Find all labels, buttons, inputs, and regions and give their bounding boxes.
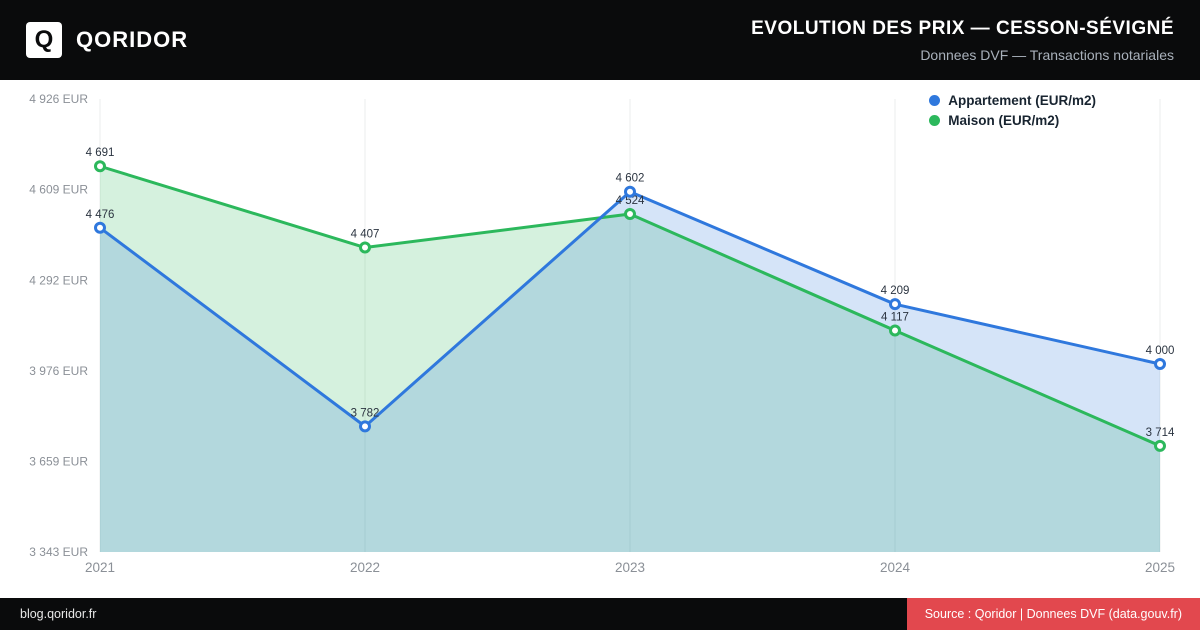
- appartement-point-label: 4 476: [86, 209, 115, 221]
- appartement-marker: [359, 420, 371, 433]
- y-axis-label: 4 292 EUR: [29, 273, 88, 287]
- y-axis-label: 4 926 EUR: [29, 92, 88, 106]
- appartement-marker: [1154, 357, 1166, 370]
- x-axis-label: 2023: [615, 560, 645, 575]
- maison-legend-dot-icon: [929, 115, 941, 126]
- maison-point-label: 4 407: [351, 229, 380, 241]
- x-axis-label: 2022: [350, 560, 380, 575]
- appartement-legend-dot-icon: [929, 95, 941, 106]
- appartement-marker: [624, 185, 636, 198]
- maison-marker: [624, 208, 636, 221]
- maison-point-label: 4 691: [86, 147, 115, 159]
- legend-label-appartement: Appartement (EUR/m2): [948, 93, 1096, 108]
- footer: blog.qoridor.fr Source : Qoridor | Donne…: [0, 598, 1200, 630]
- x-axis-label: 2024: [880, 560, 911, 575]
- maison-marker: [359, 241, 371, 254]
- appartement-area: [100, 191, 1160, 552]
- appartement-marker: [94, 221, 106, 234]
- maison-marker: [1154, 439, 1166, 452]
- legend-item-maison: Maison (EUR/m2): [929, 113, 1096, 128]
- page-subtitle: Donnees DVF — Transactions notariales: [920, 46, 1174, 63]
- brand-name: QORIDOR: [76, 27, 189, 52]
- maison-point-label: 4 117: [881, 312, 909, 324]
- page-title: EVOLUTION DES PRIX — CESSON-SÉVIGNÉ: [751, 17, 1174, 39]
- qoridor-logo-icon: Q: [26, 22, 62, 58]
- maison-point-label: 4 524: [616, 195, 645, 207]
- maison-marker: [889, 324, 901, 337]
- source-badge: Source : Qoridor | Donnees DVF (data.gou…: [906, 598, 1200, 630]
- appartement-point-label: 4 000: [1146, 345, 1175, 357]
- appartement-point-label: 4 602: [616, 173, 645, 185]
- appartement-point-label: 4 209: [881, 285, 910, 297]
- maison-point-label: 3 714: [1146, 427, 1175, 439]
- appartement-point-label: 3 782: [351, 407, 380, 419]
- chart-legend: Appartement (EUR/m2) Maison (EUR/m2): [929, 93, 1096, 133]
- maison-marker: [94, 160, 106, 173]
- footer-site-link[interactable]: blog.qoridor.fr: [20, 607, 97, 621]
- x-axis-label: 2025: [1145, 560, 1175, 575]
- legend-label-maison: Maison (EUR/m2): [948, 113, 1060, 128]
- brand-group: Q QORIDOR: [26, 22, 188, 58]
- y-axis-label: 3 659 EUR: [29, 455, 88, 469]
- chart-area: 4 926 EUR 4 609 EUR 4 292 EUR 3 976 EUR 3 65…: [0, 80, 1200, 598]
- x-axis-label: 2021: [85, 560, 115, 575]
- header: Q QORIDOR EVOLUTION DES PRIX — CESSON-SÉ…: [0, 0, 1200, 80]
- maison-area: [100, 166, 1160, 552]
- y-axis-label: 4 609 EUR: [29, 183, 88, 197]
- y-axis-label: 3 976 EUR: [29, 364, 88, 378]
- legend-item-appartement: Appartement (EUR/m2): [929, 93, 1096, 108]
- price-chart: 4 926 EUR 4 609 EUR 4 292 EUR 3 976 EUR 3 65…: [29, 92, 1175, 575]
- y-axis-label: 3 343 EUR: [29, 545, 88, 559]
- appartement-marker: [889, 298, 901, 311]
